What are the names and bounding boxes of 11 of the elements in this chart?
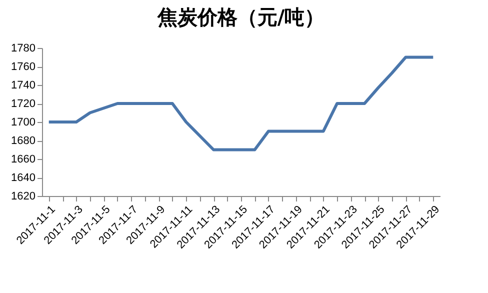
chart-title: 焦炭价格（元/吨）: [156, 5, 325, 29]
y-tick-label: 1680: [11, 135, 36, 147]
y-tick-label: 1620: [11, 190, 36, 202]
y-tick-label: 1760: [11, 61, 36, 73]
y-tick-label: 1720: [11, 98, 36, 110]
y-tick-label: 1640: [11, 172, 36, 184]
line-series: [47, 56, 435, 152]
y-tick-label: 1700: [11, 116, 36, 128]
y-tick-label: 1660: [11, 154, 36, 166]
y-tick-label: 1780: [11, 42, 36, 54]
y-tick-label: 1740: [11, 80, 36, 92]
